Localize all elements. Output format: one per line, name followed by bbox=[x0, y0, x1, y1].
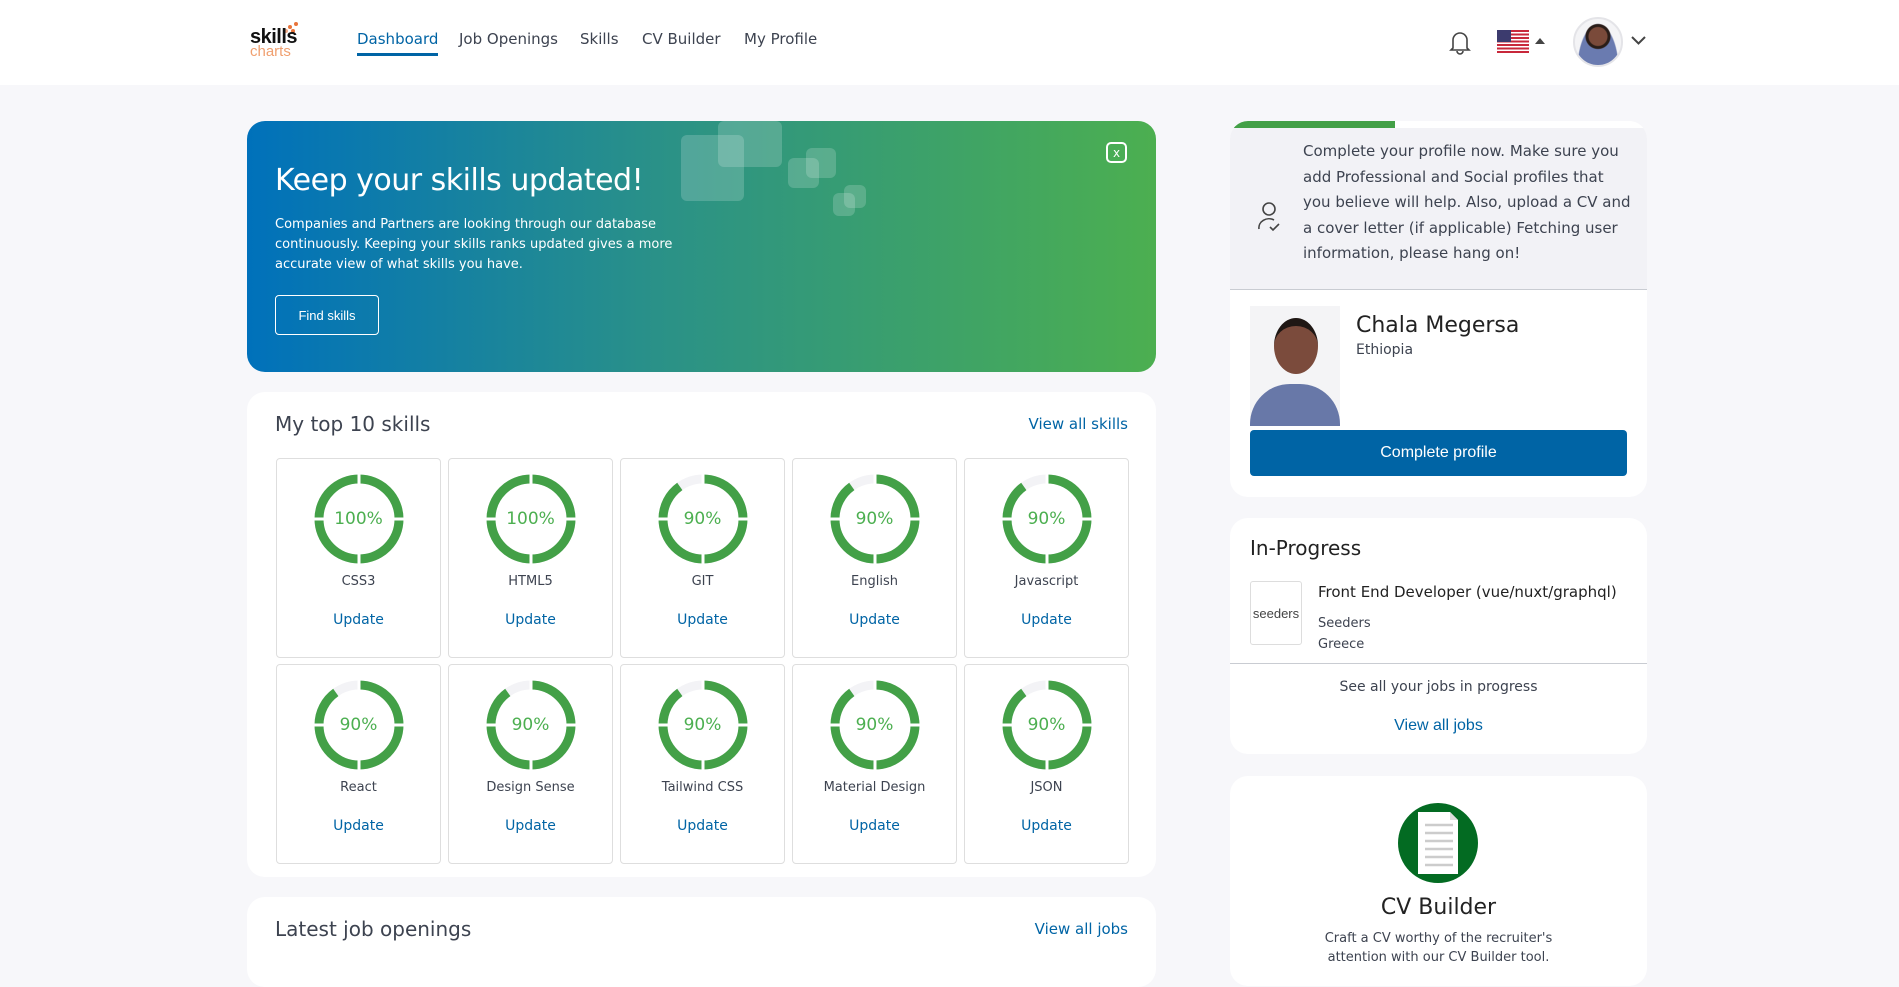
skillscharts-logo[interactable]: skills charts bbox=[250, 20, 310, 62]
complete-profile-button[interactable]: Complete profile bbox=[1250, 430, 1627, 476]
skill-name: Material Design bbox=[823, 780, 926, 795]
skill-name: GIT bbox=[691, 574, 714, 589]
skill-percent: 90% bbox=[1027, 715, 1066, 735]
skill-name: Tailwind CSS bbox=[661, 780, 744, 795]
skill-percent: 90% bbox=[855, 509, 894, 529]
skill-percent: 90% bbox=[855, 715, 894, 735]
skill-progress-ring bbox=[657, 473, 749, 565]
skill-name: Design Sense bbox=[486, 780, 575, 795]
skill-name: JSON bbox=[1030, 780, 1063, 795]
profile-country: Ethiopia bbox=[1356, 342, 1414, 358]
cv-builder-card: CV Builder Craft a CV worthy of the recr… bbox=[1230, 776, 1647, 986]
skill-name: HTML5 bbox=[508, 574, 553, 589]
chevron-down-icon[interactable] bbox=[1631, 36, 1646, 45]
profile-card: Complete your profile now. Make sure you… bbox=[1230, 121, 1647, 497]
latest-jobs-title: Latest job openings bbox=[275, 917, 472, 941]
see-all-jobs-text: See all your jobs in progress bbox=[1339, 679, 1538, 695]
nav-skills[interactable]: Skills bbox=[580, 30, 619, 48]
skill-name: Javascript bbox=[1014, 574, 1079, 589]
skill-tile: 90% English Update bbox=[792, 458, 957, 658]
profile-photo bbox=[1250, 306, 1340, 426]
avatar[interactable] bbox=[1573, 17, 1623, 67]
skill-tile: 90% JSON Update bbox=[964, 664, 1129, 864]
skill-progress-ring bbox=[485, 473, 577, 565]
skill-tile: 90% Javascript Update bbox=[964, 458, 1129, 658]
view-all-jobs-link[interactable]: View all jobs bbox=[1034, 920, 1128, 938]
skill-percent: 90% bbox=[511, 715, 550, 735]
update-skill-link[interactable]: Update bbox=[677, 818, 728, 834]
company-logo: seeders bbox=[1250, 581, 1302, 645]
job-title[interactable]: Front End Developer (vue/nuxt/graphql) bbox=[1318, 583, 1617, 601]
job-location: Greece bbox=[1318, 637, 1365, 652]
skill-percent: 90% bbox=[1027, 509, 1066, 529]
skill-progress-ring bbox=[313, 679, 405, 771]
in-progress-card: In-Progress seeders Front End Developer … bbox=[1230, 518, 1647, 754]
skill-progress-ring bbox=[829, 473, 921, 565]
cv-builder-title: CV Builder bbox=[1380, 895, 1497, 920]
top-navbar: skills charts Dashboard Job Openings Ski… bbox=[0, 0, 1899, 85]
logo-text: skills bbox=[250, 26, 298, 48]
view-all-jobs-in-progress-link[interactable]: View all jobs bbox=[1394, 717, 1483, 734]
skill-percent: 90% bbox=[683, 715, 722, 735]
skill-tile: 90% Design Sense Update bbox=[448, 664, 613, 864]
skill-tile: 100% HTML5 Update bbox=[448, 458, 613, 658]
divider bbox=[1230, 663, 1647, 664]
banner-body: Companies and Partners are looking throu… bbox=[275, 217, 673, 272]
update-skill-link[interactable]: Update bbox=[677, 612, 728, 628]
bell-icon[interactable] bbox=[1449, 29, 1471, 55]
update-skill-link[interactable]: Update bbox=[1021, 818, 1072, 834]
skill-progress-ring bbox=[313, 473, 405, 565]
update-skill-link[interactable]: Update bbox=[505, 818, 556, 834]
update-skill-link[interactable]: Update bbox=[505, 612, 556, 628]
user-check-icon bbox=[1258, 202, 1280, 232]
view-all-skills-link[interactable]: View all skills bbox=[1028, 415, 1128, 433]
skill-percent: 90% bbox=[683, 509, 722, 529]
nav-cv-builder[interactable]: CV Builder bbox=[642, 30, 721, 48]
cv-builder-description: Craft a CV worthy of the recruiter's att… bbox=[1324, 931, 1553, 965]
top-skills-title: My top 10 skills bbox=[275, 412, 431, 436]
us-flag-icon[interactable] bbox=[1497, 30, 1529, 53]
nav-my-profile[interactable]: My Profile bbox=[744, 30, 818, 48]
logo-subtext: charts bbox=[250, 43, 291, 60]
skill-tile: 90% Material Design Update bbox=[792, 664, 957, 864]
document-icon[interactable] bbox=[1398, 803, 1478, 883]
caret-up-icon[interactable] bbox=[1535, 38, 1545, 44]
update-skill-link[interactable]: Update bbox=[333, 818, 384, 834]
in-progress-title: In-Progress bbox=[1250, 536, 1362, 560]
nav-job-openings[interactable]: Job Openings bbox=[459, 30, 558, 48]
latest-jobs-card: Latest job openings View all jobs bbox=[247, 897, 1156, 987]
close-icon[interactable]: x bbox=[1106, 142, 1127, 163]
skill-name: CSS3 bbox=[341, 574, 376, 589]
find-skills-button[interactable]: Find skills bbox=[275, 295, 379, 335]
skill-tile: 90% Tailwind CSS Update bbox=[620, 664, 785, 864]
skill-progress-ring bbox=[485, 679, 577, 771]
skill-percent: 90% bbox=[339, 715, 378, 735]
skill-progress-ring bbox=[1001, 679, 1093, 771]
profile-completion-bar bbox=[1232, 121, 1395, 128]
skill-tile: 90% React Update bbox=[276, 664, 441, 864]
skill-tile: 90% GIT Update bbox=[620, 458, 785, 658]
skill-percent: 100% bbox=[506, 509, 555, 529]
skill-name: English bbox=[851, 574, 898, 589]
skill-name: React bbox=[340, 780, 377, 795]
profile-name: Chala Megersa bbox=[1356, 313, 1520, 338]
skill-tile: 100% CSS3 Update bbox=[276, 458, 441, 658]
update-skill-link[interactable]: Update bbox=[1021, 612, 1072, 628]
skill-percent: 100% bbox=[334, 509, 383, 529]
top-skills-card: My top 10 skills View all skills 100% CS… bbox=[247, 392, 1156, 877]
nav-dashboard[interactable]: Dashboard bbox=[357, 30, 439, 56]
skill-progress-ring bbox=[657, 679, 749, 771]
profile-message: Complete your profile now. Make sure you… bbox=[1303, 142, 1631, 262]
skill-progress-ring bbox=[1001, 473, 1093, 565]
profile-info-box: Complete your profile now. Make sure you… bbox=[1230, 128, 1647, 290]
skills-update-banner: Keep your skills updated! Companies and … bbox=[247, 121, 1156, 372]
skill-progress-ring bbox=[829, 679, 921, 771]
banner-title: Keep your skills updated! bbox=[275, 163, 644, 198]
update-skill-link[interactable]: Update bbox=[849, 818, 900, 834]
job-company: Seeders bbox=[1318, 616, 1371, 631]
update-skill-link[interactable]: Update bbox=[333, 612, 384, 628]
update-skill-link[interactable]: Update bbox=[849, 612, 900, 628]
